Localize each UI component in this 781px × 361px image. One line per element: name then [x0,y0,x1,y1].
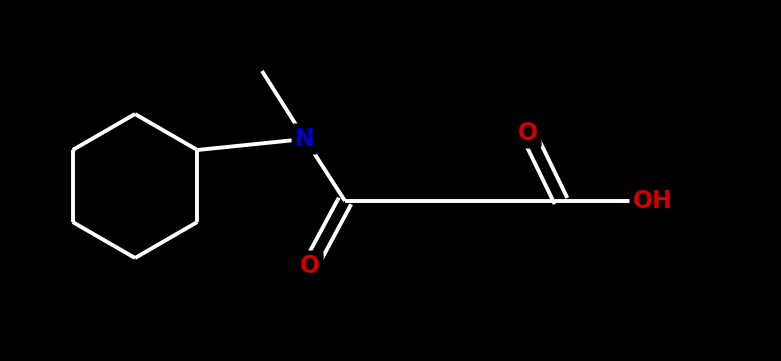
Text: OH: OH [633,189,673,213]
Text: N: N [295,127,315,151]
Text: O: O [518,121,538,145]
Text: O: O [300,254,320,278]
